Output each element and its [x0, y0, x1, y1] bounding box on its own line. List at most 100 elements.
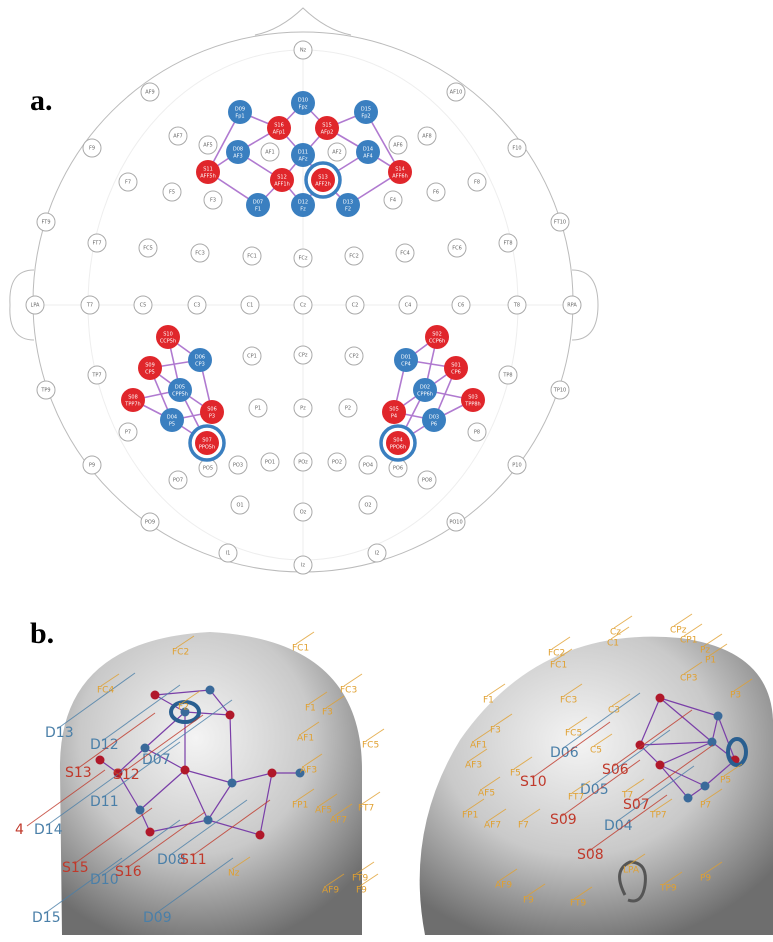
probe-line — [613, 615, 633, 629]
probe-line — [124, 714, 204, 772]
optode — [422, 408, 446, 432]
render-channel — [259, 772, 273, 836]
render-label: D13 — [45, 725, 74, 741]
optode-id: D13 — [343, 200, 353, 206]
render-label: T7 — [621, 791, 633, 801]
electrode-label: FT8 — [503, 241, 512, 247]
optode-id: S11 — [203, 167, 213, 173]
electrode — [507, 455, 527, 475]
head-render-front — [59, 632, 362, 935]
optode-id: S03 — [468, 395, 478, 401]
render-optode — [683, 793, 693, 803]
render-label: FC5 — [565, 729, 582, 739]
electrode — [367, 543, 387, 563]
render-optode — [655, 760, 665, 770]
render-channel — [229, 714, 233, 784]
probe-line — [343, 673, 363, 687]
panel-label: b. — [30, 617, 54, 650]
probe-line — [355, 861, 375, 875]
electrode-label: AF1 — [265, 150, 274, 156]
electrode-label: CP1 — [247, 354, 257, 360]
electrode — [507, 138, 527, 158]
electrode — [25, 295, 45, 315]
render-label: F9 — [356, 886, 367, 896]
optode-position: AF4 — [363, 154, 372, 160]
optode — [160, 408, 184, 432]
electrode-label: P2 — [345, 406, 351, 412]
render-label: D09 — [143, 910, 172, 926]
render-label: P3 — [730, 691, 741, 701]
optode — [138, 356, 162, 380]
render-channel — [659, 697, 713, 743]
render-optode — [635, 740, 645, 750]
optode-id: S15 — [322, 123, 332, 129]
render-highlight — [726, 737, 748, 767]
probe-line — [568, 716, 588, 730]
optode-position: P5 — [169, 422, 175, 428]
electrode-label: Nz — [300, 48, 307, 54]
electrode — [467, 422, 487, 442]
electrode-label: F3 — [210, 198, 216, 204]
render-optode — [135, 805, 145, 815]
electrode — [162, 182, 182, 202]
render-optode — [225, 710, 235, 720]
render-label: 4 — [15, 822, 24, 838]
optode — [386, 431, 410, 455]
render-label: CPz — [670, 626, 687, 636]
electrode-label: PO9 — [145, 520, 155, 526]
electrode-label: RPA — [567, 303, 577, 309]
electrode — [446, 512, 466, 532]
electrode — [562, 295, 582, 315]
render-label: Cz — [610, 628, 621, 638]
render-label: F3 — [322, 708, 333, 718]
electrode-label: TP8 — [502, 373, 512, 379]
optode-id: D03 — [429, 415, 439, 421]
electrode — [228, 455, 248, 475]
render-channel — [149, 819, 209, 833]
optode — [315, 116, 339, 140]
optode-id: S05 — [389, 407, 399, 413]
probe-line — [318, 793, 338, 807]
render-label: AF9 — [322, 886, 339, 896]
probe-line — [101, 819, 181, 877]
optode — [413, 378, 437, 402]
probe-line — [175, 635, 195, 649]
probe-line — [300, 721, 320, 735]
render-optode — [267, 768, 277, 778]
optode-position: AFp1 — [273, 130, 286, 136]
probe-line — [561, 759, 641, 817]
electrode — [293, 40, 313, 60]
render-label: FC3 — [340, 686, 357, 696]
optode — [354, 100, 378, 124]
render-label: D12 — [90, 737, 119, 753]
electrode-label: AF10 — [450, 90, 463, 96]
optode — [382, 400, 406, 424]
probe-line — [703, 788, 723, 802]
electrode — [398, 295, 418, 315]
render-label: S07 — [623, 797, 650, 813]
probe-line — [634, 744, 714, 802]
optode-position: AFF5h — [200, 174, 216, 180]
electrode-label: AF5 — [203, 143, 212, 149]
electrode-label: Pz — [300, 406, 306, 412]
render-label: D07 — [142, 752, 171, 768]
panel-label: a. — [30, 84, 53, 117]
render-optode — [180, 765, 190, 775]
render-label: P5 — [720, 776, 731, 786]
electrode-label: I2 — [375, 551, 380, 557]
probe-line — [593, 733, 613, 747]
electrode-label: FCz — [299, 256, 308, 262]
render-label: C5 — [590, 746, 602, 756]
render-optode — [713, 711, 723, 721]
probe-line — [56, 672, 136, 730]
optode-position: Fp2 — [361, 114, 370, 120]
electrode — [447, 238, 467, 258]
render-label: AF3 — [300, 766, 317, 776]
probe-line — [653, 798, 673, 812]
render-label: P1 — [705, 656, 716, 666]
render-label: FC2 — [172, 648, 189, 658]
optode — [196, 160, 220, 184]
optode-position: P4 — [391, 414, 397, 420]
render-channel — [659, 764, 689, 799]
